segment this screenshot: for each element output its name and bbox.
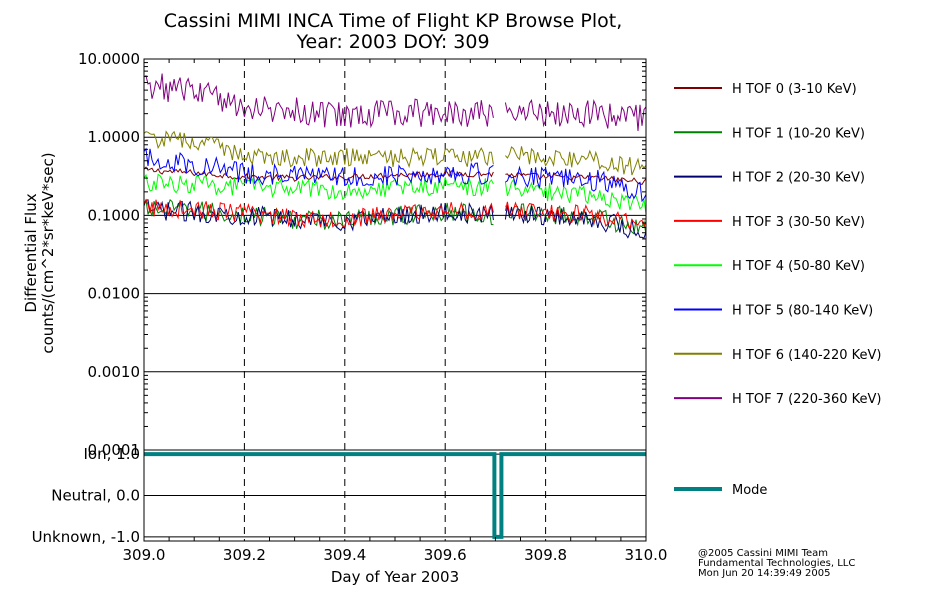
legend-label-tof-3: H TOF 3 (30-50 KeV) (732, 215, 865, 230)
plot-title-line-2: Year: 2003 DOY: 309 (295, 31, 489, 53)
flux-series (143, 73, 647, 239)
legend-label-tof-6: H TOF 6 (140-220 KeV) (732, 348, 881, 363)
legend-label-tof-2: H TOF 2 (20-30 KeV) (732, 171, 865, 186)
legend-label-tof-0: H TOF 0 (3-10 KeV) (732, 82, 857, 97)
y-tick-label: 0.1000 (88, 206, 141, 224)
series-line-tof-7 (504, 98, 647, 132)
y-axis-label-line-2: counts/(cm^2*sr*keV*sec) (39, 152, 57, 353)
x-tick-label: 309.0 (123, 546, 166, 564)
credit-line-2: Fundamental Technologies, LLC (698, 558, 855, 569)
x-tick-label: 309.4 (323, 546, 366, 564)
y-tick-label: 0.0100 (88, 285, 141, 303)
y-tick-label: 0.0001 (88, 441, 141, 459)
axis-ticks: 10.0000 1.0000 0.1000 0.0100 0.0010 0.0001Ion… (32, 50, 668, 564)
y-tick-label: 1.0000 (88, 128, 141, 146)
series-line-tof-3 (504, 201, 647, 231)
series-line-tof-2 (504, 205, 647, 239)
grid-lines (144, 59, 646, 541)
series-line-tof-7 (143, 73, 494, 129)
mode-series (144, 452, 646, 539)
series-line-tof-6 (143, 130, 494, 169)
credit-line-1: @2005 Cassini MIMI Team (698, 548, 828, 559)
series-line-tof-4 (504, 178, 647, 215)
plot-title-line-1: Cassini MIMI INCA Time of Flight KP Brow… (164, 10, 623, 32)
y-tick-label: 0.0010 (88, 363, 141, 381)
legend: H TOF 0 (3-10 KeV) H TOF 1 (10-20 KeV) H T… (674, 82, 881, 498)
x-tick-label: 309.2 (223, 546, 266, 564)
legend-label-mode: Mode (732, 483, 767, 498)
x-tick-label: 309.8 (524, 546, 567, 564)
mode-y-tick-label: Ion, 1.0 (84, 445, 141, 463)
flux-panel-frame (143, 58, 647, 451)
series-line-tof-0 (505, 172, 647, 185)
legend-label-tof-7: H TOF 7 (220-360 KeV) (732, 392, 881, 407)
series-line-tof-4 (143, 173, 494, 201)
series-line-tof-1 (505, 203, 647, 235)
legend-label-tof-4: H TOF 4 (50-80 KeV) (732, 259, 865, 274)
y-axis-label-line-1: Differential Flux (22, 193, 40, 312)
series-line-tof-6 (505, 146, 647, 176)
x-tick-label: 309.6 (424, 546, 467, 564)
series-line-tof-5 (143, 147, 494, 187)
legend-label-tof-1: H TOF 1 (10-20 KeV) (732, 126, 865, 141)
y-tick-label: 10.0000 (78, 50, 140, 68)
x-tick-label: 310.0 (625, 546, 668, 564)
mode-y-tick-label: Neutral, 0.0 (51, 487, 140, 505)
series-line-tof-2 (143, 199, 494, 232)
x-axis-label: Day of Year 2003 (331, 568, 459, 586)
legend-label-tof-5: H TOF 5 (80-140 KeV) (732, 304, 873, 319)
series-line-tof-3 (143, 198, 494, 229)
mode-line (144, 452, 646, 539)
series-line-tof-1 (143, 199, 494, 231)
series-line-tof-5 (505, 165, 647, 203)
credit-line-3: Mon Jun 20 14:39:49 2005 (698, 568, 831, 579)
mode-y-tick-label: Unknown, -1.0 (32, 528, 140, 546)
